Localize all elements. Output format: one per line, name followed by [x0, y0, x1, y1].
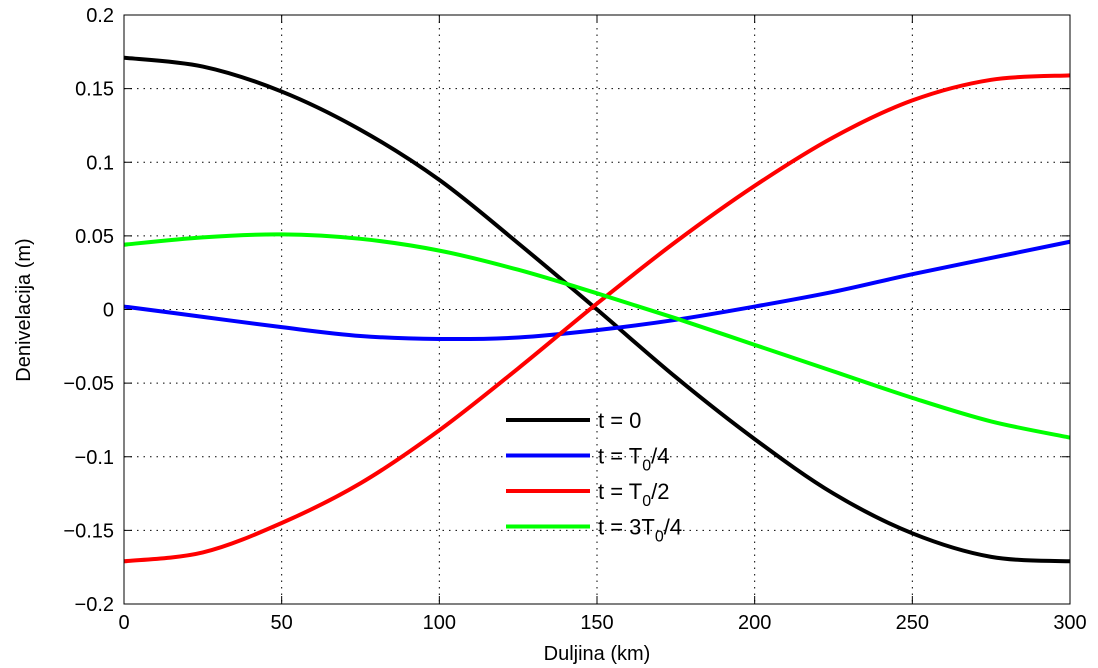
y-axis-label: Denivelacija (m) — [13, 238, 35, 381]
legend-label: t = 0 — [598, 408, 641, 433]
x-tick-label: 250 — [896, 612, 929, 634]
legend-label: t = T0/2 — [598, 479, 670, 510]
y-tick-label: 0.2 — [86, 5, 114, 27]
x-tick-label: 200 — [738, 612, 771, 634]
series-line-1 — [123, 55, 1071, 564]
y-tick-label: 0.05 — [75, 226, 114, 248]
x-axis-label: Duljina (km) — [544, 643, 651, 665]
x-tick-label: 300 — [1053, 612, 1086, 634]
x-tick-label: 150 — [580, 612, 613, 634]
legend: t = 0 t = T0/4 t = T0/2 t = 3T0/4 — [506, 408, 682, 546]
x-tick-label: 100 — [423, 612, 456, 634]
y-tick-label: −0.1 — [75, 447, 114, 469]
y-tick-label: −0.05 — [63, 373, 114, 395]
y-tick-labels: −0.2 −0.15 −0.1 −0.05 0 0.05 0.1 0.15 0.2 — [63, 5, 114, 616]
y-tick-label: −0.15 — [63, 520, 114, 542]
series-line-3 — [123, 73, 1071, 564]
y-tick-label: 0.1 — [86, 152, 114, 174]
x-tick-label: 0 — [118, 612, 129, 634]
y-tick-label: 0 — [103, 300, 114, 322]
series-line-2 — [123, 239, 1071, 342]
x-tick-label: 50 — [271, 612, 293, 634]
legend-label: t = 3T0/4 — [598, 515, 682, 546]
series-line-4 — [123, 232, 1071, 440]
legend-label: t = T0/4 — [598, 444, 670, 475]
grid-lines — [124, 15, 1070, 604]
data-series — [123, 55, 1071, 564]
axis-ticks — [123, 14, 1071, 605]
x-tick-labels: 0 50 100 150 200 250 300 — [118, 612, 1086, 634]
y-tick-label: 0.15 — [75, 79, 114, 101]
y-tick-label: −0.2 — [75, 594, 114, 616]
